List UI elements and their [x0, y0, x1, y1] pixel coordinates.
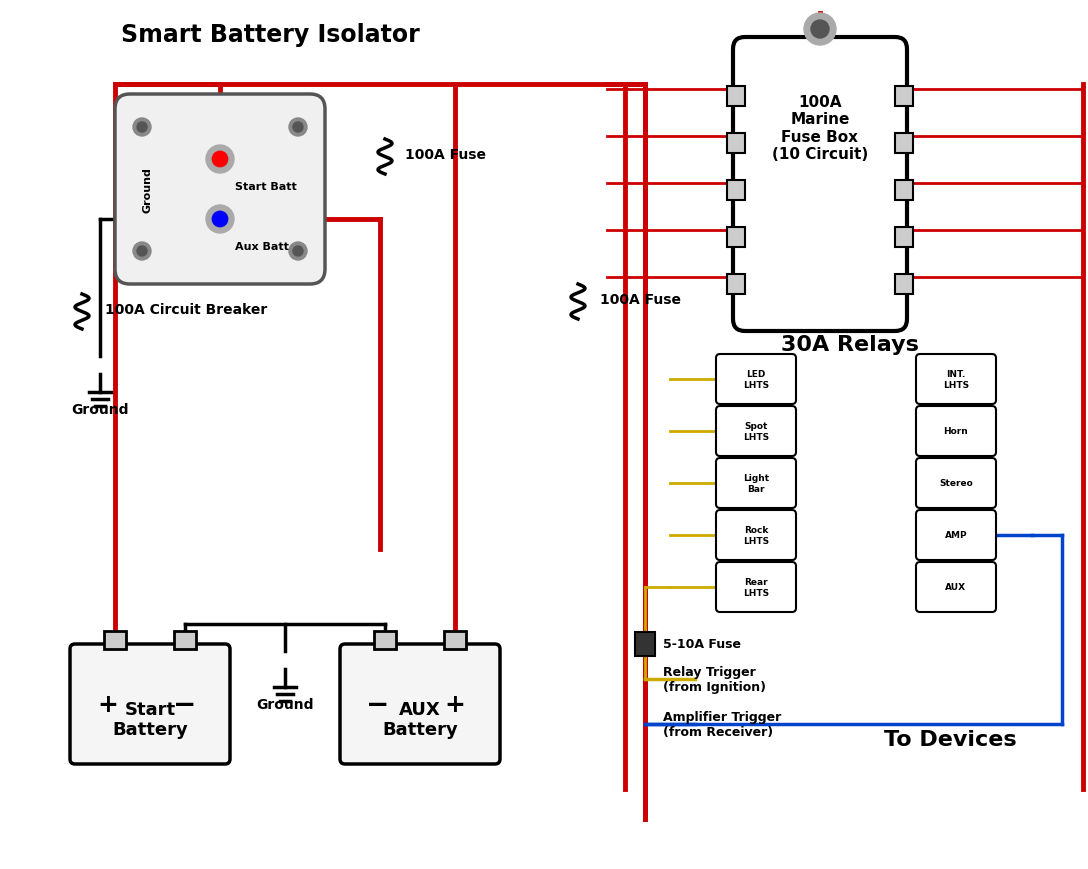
- Bar: [895, 275, 913, 295]
- Text: Relay Trigger
(from Ignition): Relay Trigger (from Ignition): [663, 666, 766, 693]
- Text: 100A
Marine
Fuse Box
(10 Circuit): 100A Marine Fuse Box (10 Circuit): [771, 95, 868, 162]
- Text: INT.
LHTS: INT. LHTS: [943, 370, 969, 389]
- FancyBboxPatch shape: [916, 459, 996, 508]
- FancyBboxPatch shape: [916, 510, 996, 561]
- FancyBboxPatch shape: [70, 644, 230, 764]
- FancyBboxPatch shape: [339, 644, 500, 764]
- Circle shape: [137, 247, 147, 256]
- Circle shape: [293, 123, 302, 133]
- Text: 5-10A Fuse: 5-10A Fuse: [663, 638, 741, 651]
- Text: Rock
LHTS: Rock LHTS: [743, 526, 769, 545]
- FancyBboxPatch shape: [916, 562, 996, 613]
- Text: 100A Fuse: 100A Fuse: [405, 148, 486, 162]
- Text: 100A Fuse: 100A Fuse: [599, 293, 681, 307]
- Text: Ground: Ground: [71, 402, 128, 416]
- Text: −: −: [367, 690, 390, 718]
- Text: +: +: [98, 693, 119, 716]
- Text: Amplifier Trigger
(from Receiver): Amplifier Trigger (from Receiver): [663, 710, 781, 738]
- FancyBboxPatch shape: [716, 459, 796, 508]
- Text: Light
Bar: Light Bar: [743, 474, 769, 493]
- FancyBboxPatch shape: [716, 510, 796, 561]
- Circle shape: [206, 146, 234, 174]
- Circle shape: [133, 242, 151, 261]
- Text: Start Batt: Start Batt: [235, 182, 297, 192]
- Circle shape: [811, 21, 829, 39]
- Bar: [444, 631, 466, 649]
- Text: To Devices: To Devices: [883, 729, 1016, 749]
- Bar: [895, 134, 913, 154]
- Circle shape: [293, 247, 302, 256]
- Text: Start
Battery: Start Battery: [112, 700, 188, 739]
- Text: Horn: Horn: [943, 427, 968, 436]
- Circle shape: [212, 212, 227, 228]
- FancyBboxPatch shape: [716, 355, 796, 405]
- Text: AMP: AMP: [944, 531, 967, 540]
- Text: AUX: AUX: [945, 583, 966, 592]
- Circle shape: [289, 242, 307, 261]
- Bar: [727, 181, 745, 201]
- Circle shape: [804, 14, 836, 46]
- Bar: [174, 631, 196, 649]
- Bar: [374, 631, 396, 649]
- FancyBboxPatch shape: [733, 38, 907, 332]
- Bar: [104, 631, 126, 649]
- Text: +: +: [445, 693, 466, 716]
- FancyBboxPatch shape: [916, 355, 996, 405]
- Bar: [895, 87, 913, 107]
- Text: Smart Battery Isolator: Smart Battery Isolator: [121, 23, 419, 47]
- Bar: [727, 228, 745, 248]
- Text: Aux Batt: Aux Batt: [235, 242, 289, 252]
- Bar: [635, 633, 655, 656]
- Bar: [895, 228, 913, 248]
- Circle shape: [137, 123, 147, 133]
- FancyBboxPatch shape: [716, 407, 796, 456]
- Text: −: −: [173, 690, 197, 718]
- FancyBboxPatch shape: [115, 95, 325, 285]
- Text: Ground: Ground: [143, 167, 153, 213]
- Bar: [727, 275, 745, 295]
- Text: LED
LHTS: LED LHTS: [743, 370, 769, 389]
- Text: 30A Relays: 30A Relays: [781, 335, 919, 355]
- Bar: [727, 134, 745, 154]
- Circle shape: [206, 206, 234, 234]
- Text: Stereo: Stereo: [939, 479, 973, 488]
- Text: AUX
Battery: AUX Battery: [382, 700, 458, 739]
- Text: Rear
LHTS: Rear LHTS: [743, 578, 769, 597]
- Bar: [727, 87, 745, 107]
- Text: Spot
LHTS: Spot LHTS: [743, 421, 769, 441]
- Bar: [895, 181, 913, 201]
- FancyBboxPatch shape: [716, 562, 796, 613]
- Circle shape: [133, 119, 151, 136]
- Circle shape: [212, 152, 227, 168]
- Text: 100A Circuit Breaker: 100A Circuit Breaker: [106, 302, 268, 316]
- FancyBboxPatch shape: [916, 407, 996, 456]
- Text: Ground: Ground: [257, 697, 313, 711]
- Circle shape: [289, 119, 307, 136]
